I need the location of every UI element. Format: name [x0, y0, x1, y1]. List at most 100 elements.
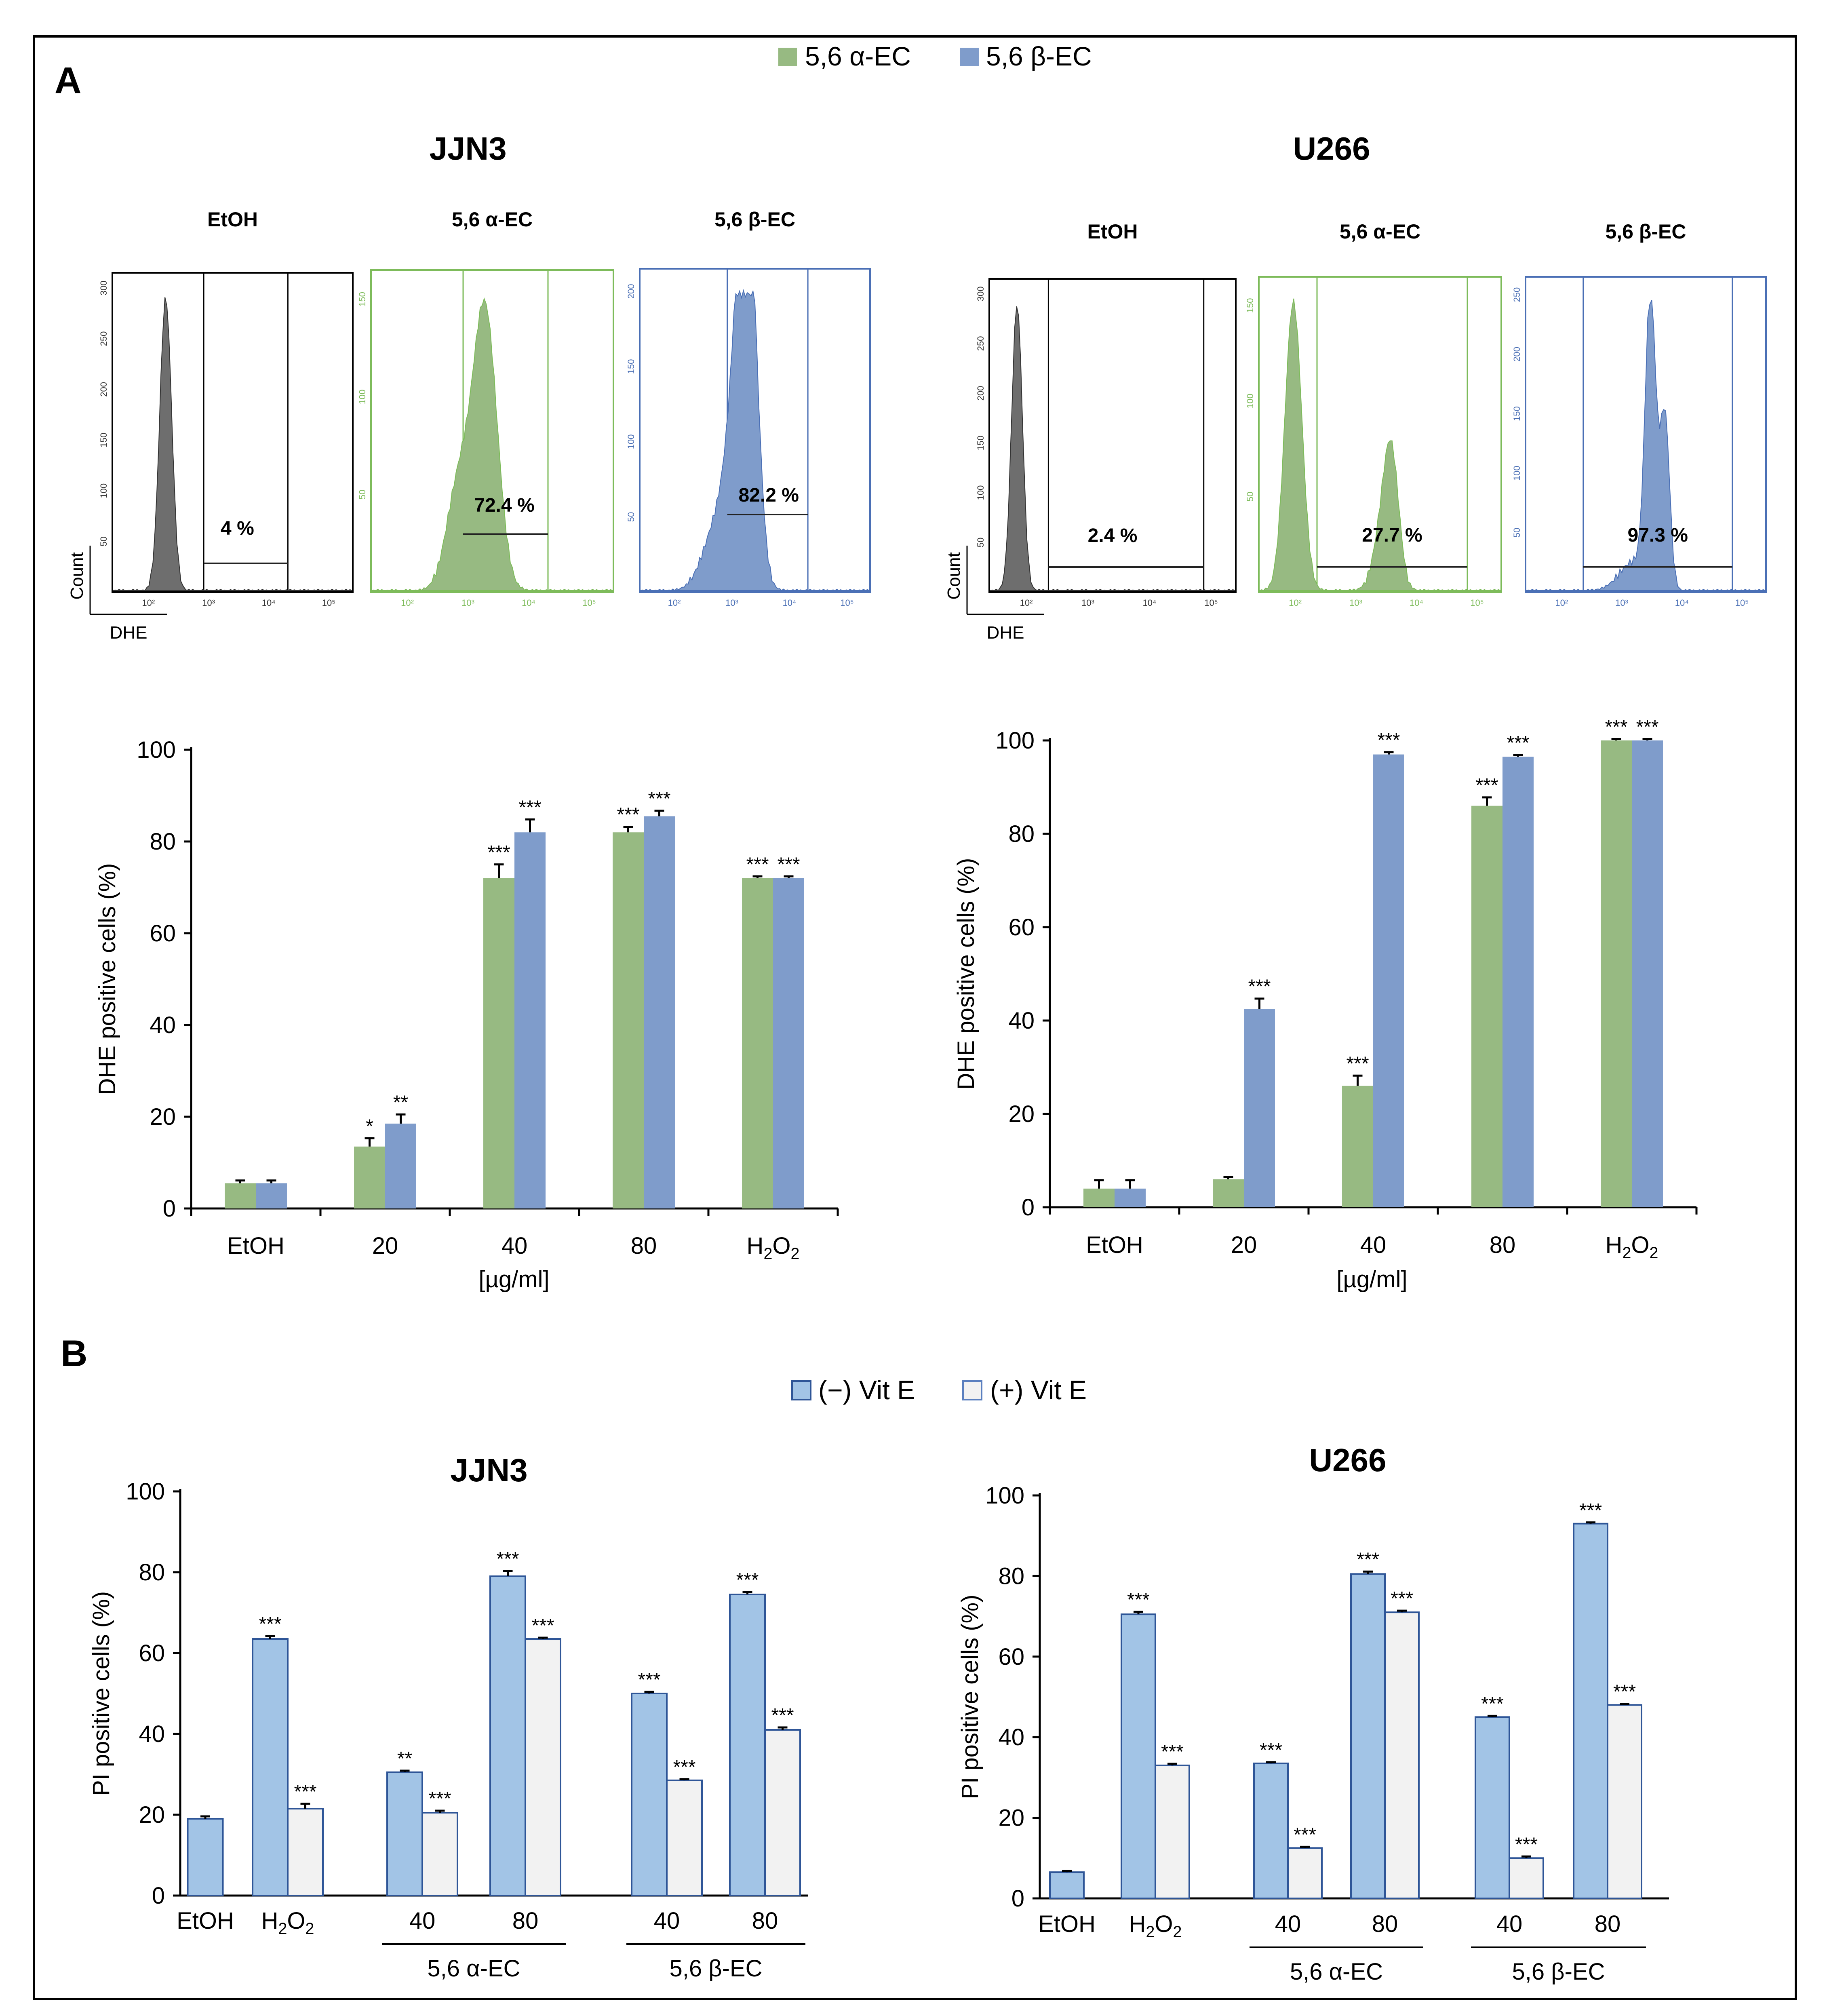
histogram-x-tick-label: 10² — [1555, 598, 1568, 608]
significance-label: *** — [294, 1781, 316, 1803]
histogram-x-tick-label: 10⁴ — [262, 598, 276, 608]
legend-label-beta: 5,6 β-EC — [986, 41, 1092, 71]
y-tick-label: 60 — [150, 920, 176, 947]
x-axis-title: [µg/ml] — [1336, 1266, 1407, 1293]
bar — [514, 832, 546, 1208]
dhe-axis-label: DHE — [987, 623, 1024, 643]
bar — [644, 816, 675, 1208]
histogram-y-tick-label: 50 — [99, 536, 109, 546]
bar — [1342, 1086, 1373, 1207]
gate-percentage: 27.7 % — [1362, 525, 1422, 546]
significance-label: *** — [777, 854, 800, 875]
x-tick-label: H2O2 — [1606, 1232, 1658, 1262]
y-tick-label: 100 — [995, 728, 1035, 754]
bar — [354, 1146, 385, 1208]
flow-cytometry-histograms: EtOH 4 % 50 100 150 200 250 300 10² 10³ 10⁴ 10⁵ Coun… — [67, 208, 1767, 643]
x-tick-label: 40 — [409, 1908, 436, 1934]
bar — [1350, 1573, 1386, 1900]
flow-histogram: 5,6 β-EC 97.3 % 50 100 150 200 250 10² 10³ 10⁴ 10⁵ — [1512, 220, 1767, 608]
histogram-y-tick-label: 50 — [357, 489, 367, 499]
histogram-x-tick-label: 10⁴ — [783, 598, 797, 608]
histogram-y-tick-label: 100 — [357, 390, 367, 405]
bar — [1373, 754, 1404, 1207]
flow-subtitle: EtOH — [207, 208, 258, 231]
histogram-x-tick-label: 10⁵ — [1735, 598, 1749, 608]
x-tick-label: 80 — [1372, 1911, 1398, 1937]
bar — [1121, 1613, 1156, 1899]
x-tick-label: H2O2 — [1129, 1911, 1182, 1941]
histogram-x-tick-label: 10⁵ — [840, 598, 854, 608]
histogram-area — [640, 289, 870, 591]
histogram-x-tick-label: 10⁴ — [522, 598, 535, 608]
histogram-frame — [988, 278, 1237, 593]
x-tick-label: H2O2 — [747, 1233, 800, 1263]
flow-histogram: 5,6 β-EC 82.2 % 50 100 150 200 10² 10³ 10⁴ 10⁵ — [626, 208, 871, 608]
histogram-y-tick-label: 150 — [1245, 298, 1255, 313]
bar — [1244, 1009, 1275, 1207]
histogram-x-tick-label: 10⁴ — [1143, 598, 1157, 608]
histogram-y-tick-label: 200 — [976, 386, 986, 401]
histogram-x-tick-label: 10⁵ — [322, 598, 336, 608]
significance-label: *** — [1579, 1500, 1602, 1521]
bar — [666, 1780, 703, 1896]
histogram-y-tick-label: 150 — [99, 432, 109, 447]
y-tick-label: 60 — [1008, 914, 1035, 941]
significance-label: *** — [1357, 1549, 1379, 1570]
histogram-x-tick-label: 10⁴ — [1675, 598, 1689, 608]
y-axis-title: DHE positive cells (%) — [953, 858, 979, 1090]
bar — [287, 1808, 324, 1896]
histogram-y-tick-label: 150 — [976, 436, 986, 451]
histogram-y-tick-label: 100 — [976, 485, 986, 500]
histogram-x-tick-label: 10³ — [202, 598, 215, 608]
group-label: 5,6 α-EC — [427, 1955, 520, 1982]
significance-label: *** — [1248, 976, 1271, 997]
bar — [225, 1183, 256, 1208]
histogram-x-tick-label: 10² — [668, 598, 681, 608]
flow-subtitle: EtOH — [1087, 220, 1138, 243]
y-tick-label: 100 — [126, 1478, 165, 1505]
histogram-x-tick-label: 10⁵ — [1204, 598, 1218, 608]
bar — [1601, 740, 1632, 1207]
significance-label: *** — [1475, 775, 1498, 796]
significance-label: *** — [1636, 717, 1658, 738]
y-tick-label: 0 — [1022, 1194, 1035, 1221]
y-tick-label: 0 — [163, 1196, 176, 1222]
bar — [1475, 1716, 1510, 1900]
histogram-area — [1259, 298, 1501, 591]
bar — [187, 1818, 224, 1896]
y-tick-label: 100 — [985, 1482, 1024, 1509]
bar — [525, 1638, 561, 1896]
histogram-area — [990, 306, 1235, 591]
group-label: 5,6 β-EC — [670, 1955, 763, 1982]
histogram-frame — [112, 272, 354, 593]
bar — [1607, 1704, 1642, 1899]
histogram-area — [371, 297, 613, 591]
significance-label: *** — [1515, 1834, 1538, 1855]
histogram-frame — [1258, 276, 1502, 593]
y-tick-label: 60 — [998, 1644, 1024, 1670]
significance-label: *** — [428, 1788, 451, 1809]
y-tick-label: 80 — [150, 829, 176, 855]
significance-label: *** — [638, 1669, 660, 1691]
panel-a-legend: 5,6 α-EC 5,6 β-EC — [778, 41, 1092, 71]
panel-a-label: A — [55, 60, 81, 101]
histogram-y-tick-label: 250 — [976, 336, 986, 351]
gate-percentage: 72.4 % — [474, 495, 534, 516]
bar — [256, 1183, 287, 1208]
count-axis-label: Count — [67, 552, 87, 599]
bar — [1155, 1764, 1190, 1900]
bar — [1471, 806, 1502, 1207]
histogram-y-tick-label: 100 — [1512, 466, 1522, 481]
y-tick-label: 80 — [1008, 821, 1035, 847]
y-tick-label: 60 — [139, 1640, 165, 1666]
y-tick-label: 40 — [139, 1721, 165, 1747]
y-tick-label: 20 — [139, 1802, 165, 1828]
jjn3-dhe-bar-chart: 0 20 40 60 80 100 DHE positive cells (%) EtOH 20… — [94, 737, 839, 1293]
group-label: 5,6 α-EC — [1290, 1959, 1383, 1985]
y-tick-label: 40 — [150, 1012, 176, 1038]
bar — [729, 1594, 766, 1896]
gate-percentage: 82.2 % — [738, 485, 799, 506]
significance-label: *** — [1346, 1053, 1369, 1074]
bar — [483, 878, 514, 1208]
